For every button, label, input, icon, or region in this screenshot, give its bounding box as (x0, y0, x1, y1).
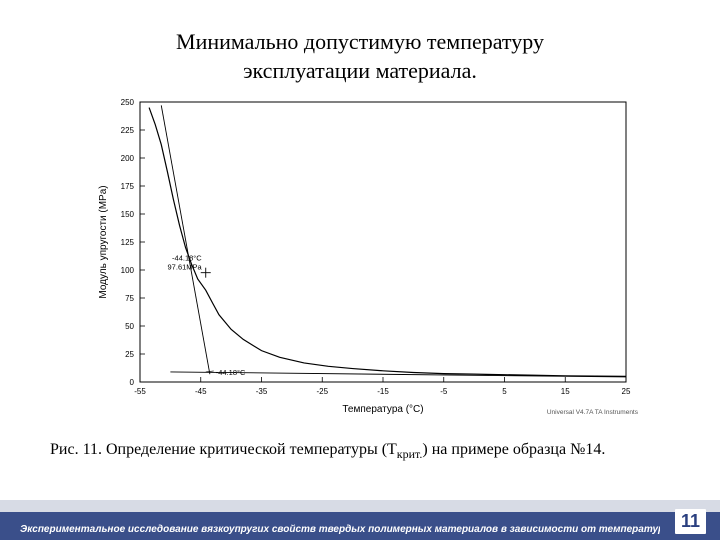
svg-text:Модуль упругости (MPa): Модуль упругости (MPa) (98, 185, 109, 298)
svg-text:25: 25 (622, 387, 631, 396)
caption-suffix: ) на примере образца №14. (422, 441, 605, 458)
title-line-1: Минимально допустимую температуру (176, 29, 544, 54)
svg-text:50: 50 (125, 322, 134, 331)
svg-text:5: 5 (502, 387, 507, 396)
svg-text:97.61MPa: 97.61MPa (168, 263, 203, 272)
svg-text:-35: -35 (256, 387, 268, 396)
figure-caption: Рис. 11. Определение критической темпера… (50, 440, 670, 463)
chart-container: -55-45-35-25-15-551525025507510012515017… (90, 92, 640, 422)
footer-text: Экспериментальное исследование вязкоупру… (20, 524, 660, 535)
svg-text:200: 200 (121, 154, 135, 163)
svg-text:25: 25 (125, 350, 134, 359)
page-number: 11 (675, 509, 706, 534)
svg-text:150: 150 (121, 210, 135, 219)
svg-text:-15: -15 (377, 387, 389, 396)
svg-text:-44.18°C: -44.18°C (172, 254, 202, 263)
svg-text:-25: -25 (316, 387, 328, 396)
svg-text:15: 15 (561, 387, 570, 396)
svg-text:-5: -5 (440, 387, 448, 396)
svg-text:-55: -55 (134, 387, 146, 396)
svg-text:125: 125 (121, 238, 135, 247)
svg-text:Universal V4.7A TA Instruments: Universal V4.7A TA Instruments (547, 409, 639, 416)
title-line-2: эксплуатации материала. (243, 58, 477, 83)
chart-svg: -55-45-35-25-15-551525025507510012515017… (90, 92, 640, 422)
svg-text:250: 250 (121, 98, 135, 107)
svg-text:175: 175 (121, 182, 135, 191)
caption-prefix: Рис. 11. Определение критической темпера… (50, 441, 397, 458)
svg-text:-45: -45 (195, 387, 207, 396)
svg-text:0: 0 (130, 378, 135, 387)
slide-title: Минимально допустимую температуру эксплу… (0, 28, 720, 85)
svg-text:-44.18°C: -44.18°C (216, 368, 246, 377)
svg-text:75: 75 (125, 294, 134, 303)
caption-sub: крит. (397, 447, 423, 461)
svg-text:225: 225 (121, 126, 135, 135)
footer: Экспериментальное исследование вязкоупру… (0, 510, 720, 540)
svg-text:Температура (°C): Температура (°C) (342, 404, 423, 415)
svg-text:100: 100 (121, 266, 135, 275)
